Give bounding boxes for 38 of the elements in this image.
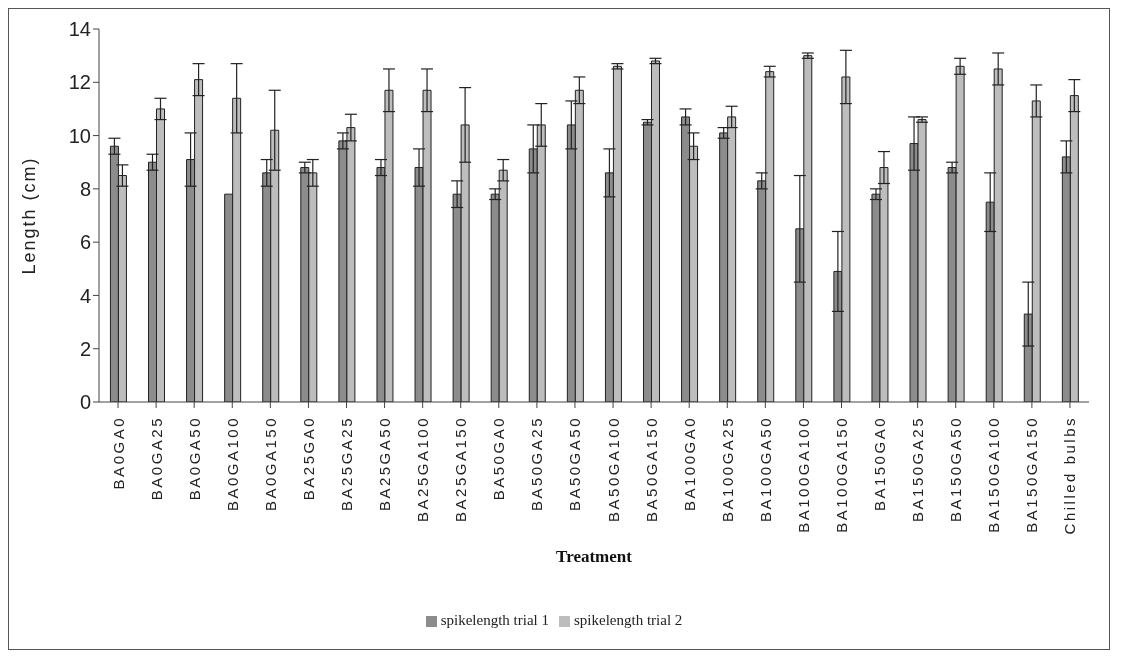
x-tick-label: BA100GA100 — [794, 416, 812, 533]
y-tick-label: 12 — [68, 71, 91, 94]
y-tick-label: 8 — [79, 177, 91, 200]
y-tick-label: 6 — [79, 231, 91, 254]
x-tick-label: BA50GA50 — [566, 416, 584, 512]
x-tick-label: BA25GA25 — [338, 416, 355, 512]
y-tick-label: 0 — [79, 391, 91, 414]
x-tick-label: BA150GA150 — [1023, 416, 1041, 533]
y-tick-label: 10 — [68, 124, 91, 147]
x-tick-label: BA25GA50 — [376, 416, 394, 512]
x-tick-label: BA100GA25 — [718, 416, 736, 522]
x-axis-title: Treatment — [556, 547, 633, 566]
x-tick-label: BA0GA0 — [109, 416, 127, 490]
x-tick-label: BA25GA0 — [299, 416, 317, 501]
x-tick-label: BA150GA50 — [947, 416, 965, 522]
x-tick-label: BA100GA0 — [680, 416, 698, 512]
x-tick-label: BA50GA100 — [604, 416, 622, 522]
x-tick-label: BA150GA25 — [909, 416, 927, 522]
x-tick-label: BA0GA150 — [261, 416, 279, 512]
x-tick-label: BA0GA50 — [185, 416, 203, 501]
x-tick-label: BA0GA100 — [223, 416, 241, 512]
x-tick-label: BA25GA150 — [452, 416, 470, 522]
x-tick-label: Chilled bulbs — [1061, 416, 1079, 535]
x-tick-label: BA25GA100 — [414, 416, 432, 522]
y-tick-label: 14 — [68, 18, 91, 41]
x-tick-label: BA50GA25 — [528, 416, 546, 512]
x-tick-label: BA50GA150 — [642, 416, 660, 522]
x-tick-label: BA150GA0 — [871, 416, 889, 512]
x-tick-label: BA100GA150 — [833, 416, 850, 533]
legend-label: spikelength trial 2 — [574, 612, 683, 628]
y-tick-label: 4 — [79, 284, 91, 307]
y-tick-label: 2 — [79, 337, 91, 360]
legend-label: spikelength trial 1 — [440, 612, 549, 628]
x-tick-label: BA150GA100 — [985, 416, 1003, 533]
y-axis-title: Length (cm) — [19, 156, 40, 275]
x-tick-label: BA0GA25 — [147, 416, 165, 501]
x-tick-label: BA50GA0 — [490, 416, 508, 501]
x-tick-label: BA100GA50 — [756, 416, 774, 522]
